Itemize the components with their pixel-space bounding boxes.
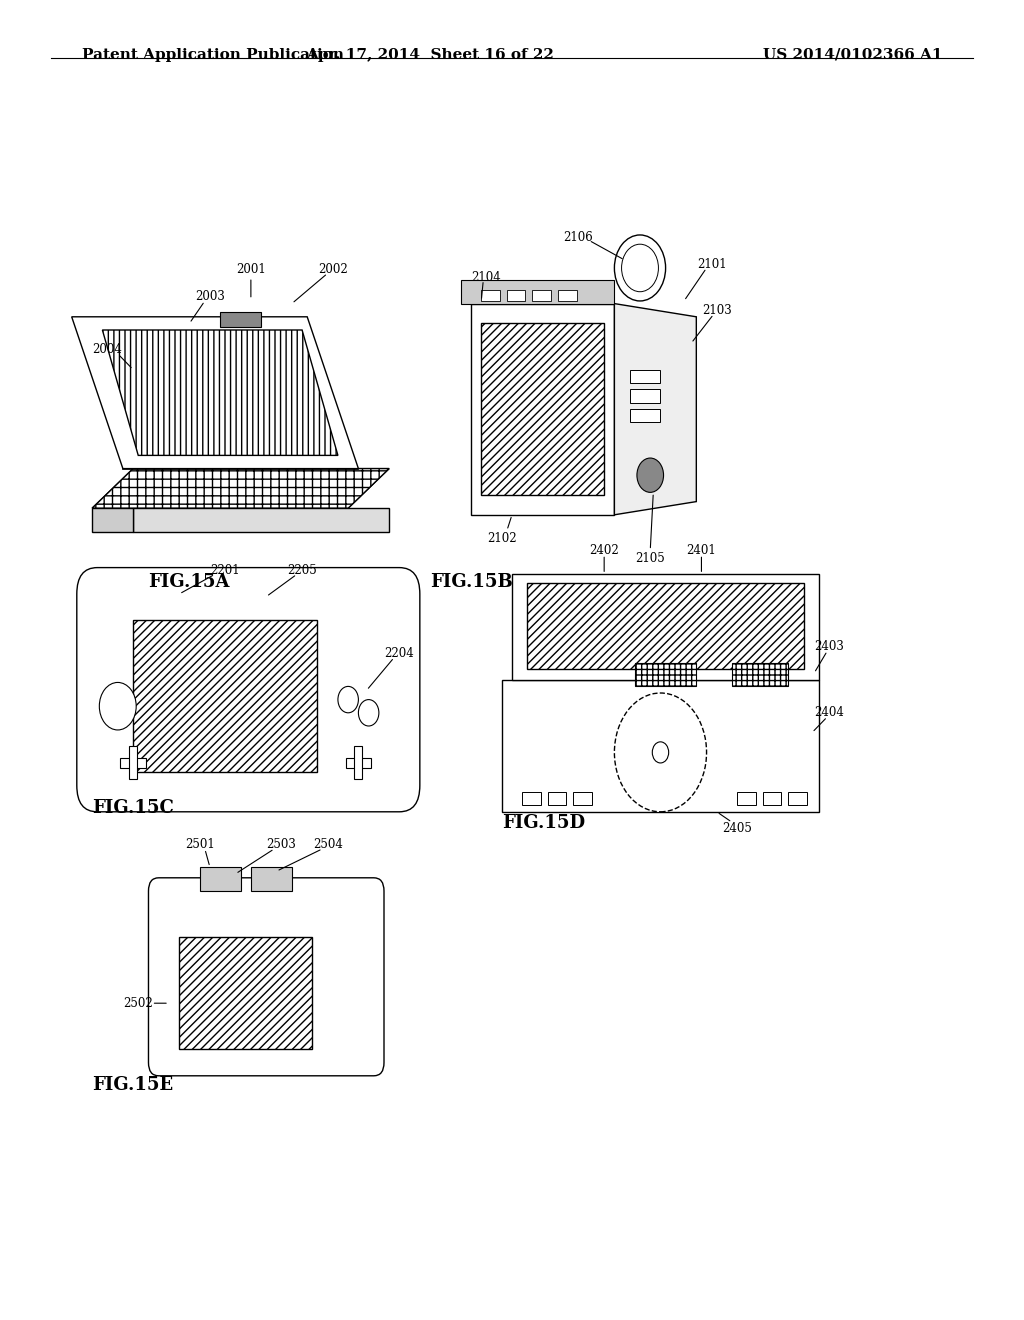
Circle shape: [637, 458, 664, 492]
Polygon shape: [471, 304, 614, 515]
Bar: [763, 792, 781, 805]
Polygon shape: [92, 469, 389, 508]
Text: 2103: 2103: [701, 304, 732, 317]
Bar: [630, 370, 660, 383]
Bar: [345, 758, 371, 768]
Text: FIG.15C: FIG.15C: [92, 799, 174, 817]
Text: 2201: 2201: [211, 564, 240, 577]
Text: FIG.15B: FIG.15B: [430, 573, 513, 591]
Bar: [129, 747, 137, 779]
Text: 2504: 2504: [312, 838, 343, 851]
Text: FIG.15D: FIG.15D: [502, 814, 585, 833]
Text: FIG.15A: FIG.15A: [148, 573, 230, 591]
Text: 2101: 2101: [697, 257, 726, 271]
Text: 2102: 2102: [487, 532, 516, 545]
Text: 2205: 2205: [287, 564, 317, 577]
Bar: [630, 409, 660, 422]
Text: 2403: 2403: [814, 640, 845, 653]
Text: 2004: 2004: [92, 343, 123, 356]
Text: 2204: 2204: [384, 647, 415, 660]
Polygon shape: [102, 330, 338, 455]
Bar: [522, 792, 541, 805]
Bar: [737, 792, 756, 805]
Polygon shape: [72, 317, 358, 469]
Text: 2402: 2402: [589, 544, 620, 557]
Text: Patent Application Publication: Patent Application Publication: [82, 48, 344, 62]
Text: 2404: 2404: [814, 706, 845, 719]
Text: US 2014/0102366 A1: US 2014/0102366 A1: [763, 48, 942, 62]
Circle shape: [338, 686, 358, 713]
Bar: [461, 280, 614, 304]
Circle shape: [614, 693, 707, 812]
Polygon shape: [635, 663, 696, 686]
Bar: [121, 758, 146, 768]
Polygon shape: [133, 620, 317, 772]
Text: 2503: 2503: [266, 838, 297, 851]
Polygon shape: [92, 508, 133, 532]
Polygon shape: [502, 680, 819, 812]
Polygon shape: [614, 304, 696, 515]
Circle shape: [614, 235, 666, 301]
Text: 2502: 2502: [123, 997, 154, 1010]
Text: 2501: 2501: [184, 838, 215, 851]
Bar: [507, 290, 525, 301]
Text: 2001: 2001: [236, 263, 266, 276]
Bar: [481, 290, 500, 301]
Text: FIG.15E: FIG.15E: [92, 1076, 173, 1094]
Bar: [558, 290, 577, 301]
Polygon shape: [92, 469, 389, 508]
Bar: [630, 389, 660, 403]
Text: 2104: 2104: [471, 271, 502, 284]
Bar: [220, 312, 261, 327]
Bar: [200, 867, 241, 891]
Polygon shape: [179, 937, 312, 1049]
Text: 2002: 2002: [317, 263, 348, 276]
Circle shape: [358, 700, 379, 726]
Bar: [532, 290, 551, 301]
Text: 2401: 2401: [686, 544, 717, 557]
FancyBboxPatch shape: [77, 568, 420, 812]
Bar: [354, 747, 362, 779]
Text: 2106: 2106: [563, 231, 594, 244]
Text: 2405: 2405: [722, 822, 753, 836]
Text: 2105: 2105: [635, 552, 666, 565]
Polygon shape: [512, 574, 819, 680]
Text: 2003: 2003: [195, 290, 225, 304]
FancyBboxPatch shape: [148, 878, 384, 1076]
Polygon shape: [481, 323, 604, 495]
Circle shape: [99, 682, 136, 730]
Text: Apr. 17, 2014  Sheet 16 of 22: Apr. 17, 2014 Sheet 16 of 22: [306, 48, 554, 62]
Bar: [573, 792, 592, 805]
Bar: [251, 867, 292, 891]
Polygon shape: [133, 508, 389, 532]
Bar: [788, 792, 807, 805]
Bar: [548, 792, 566, 805]
Polygon shape: [732, 663, 788, 686]
Polygon shape: [527, 583, 804, 669]
